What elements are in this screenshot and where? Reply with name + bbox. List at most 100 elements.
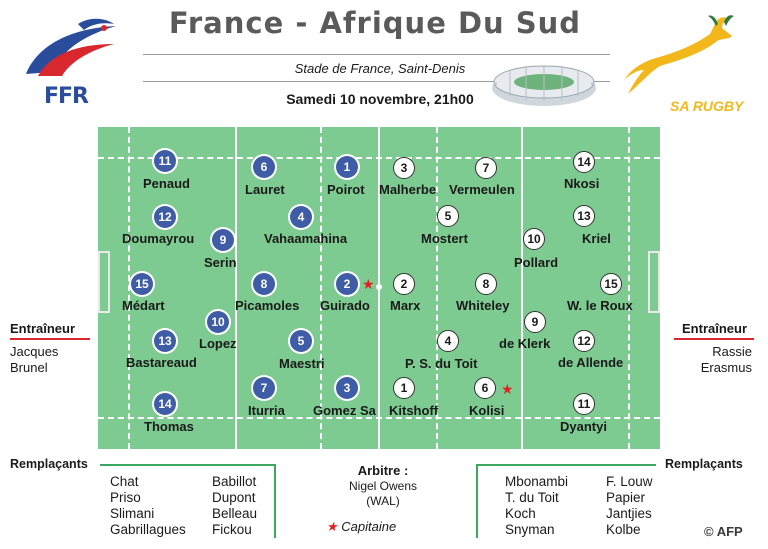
sa-coach-name: Rassie Erasmus — [700, 344, 752, 375]
pitch-line — [98, 157, 660, 159]
pitch-line — [128, 127, 130, 449]
sa-player-number: 11 — [573, 393, 595, 415]
france-subs-list: Chat Priso Slimani Gabrillagues — [110, 474, 186, 537]
france-player-number: 13 — [154, 330, 176, 352]
france-subs-label: Remplaçants — [10, 457, 88, 471]
pitch-line — [320, 127, 322, 449]
right-goal-post — [648, 251, 660, 313]
sa-player-number: 13 — [573, 205, 595, 227]
rugby-pitch — [98, 127, 660, 449]
pitch-line — [521, 127, 523, 449]
afp-credit: © AFP — [704, 524, 743, 539]
sa-player-name: Malherbe — [379, 182, 437, 197]
france-player-number: 11 — [154, 150, 176, 172]
france-player-number: 2 — [336, 273, 358, 295]
sa-player-name: Marx — [390, 298, 421, 313]
sa-player-number: 2 — [393, 273, 415, 295]
france-player-name: Picamoles — [235, 298, 300, 313]
sa-player-number: 5 — [437, 205, 459, 227]
france-player-name: Serin — [204, 255, 237, 270]
captain-star-icon: ★ — [326, 519, 338, 534]
sa-player-number: 3 — [393, 157, 415, 179]
sa-player-number: 14 — [573, 151, 595, 173]
france-player-number: 5 — [290, 330, 312, 352]
captain-star-icon: ★ — [362, 276, 375, 292]
sa-player-number: 8 — [475, 273, 497, 295]
france-player-name: Maestri — [279, 356, 325, 371]
sa-player-name: Whiteley — [456, 298, 510, 313]
sa-coach-label: Entraîneur — [682, 321, 748, 336]
france-player-name: Gomez Sa — [313, 403, 376, 418]
sa-subs-label: Remplaçants — [665, 457, 743, 471]
sa-player-name: P. S. du Toit — [405, 356, 478, 371]
sa-player-number: 10 — [523, 228, 545, 250]
france-player-number: 10 — [207, 311, 229, 333]
france-subs-list: Babillot Dupont Belleau Fickou — [212, 474, 258, 537]
referee-label: Arbitre : — [357, 463, 409, 478]
title-divider — [143, 54, 610, 55]
france-player-name: Lopez — [199, 336, 237, 351]
france-player-name: Vahaamahina — [264, 231, 348, 246]
sa-player-number: 12 — [573, 330, 595, 352]
sa-player-name: Kolisi — [469, 403, 505, 418]
france-player-number: 9 — [212, 229, 234, 251]
france-player-name: Bastareaud — [126, 355, 197, 370]
pitch-line — [235, 127, 237, 449]
sa-player-number: 6 — [474, 377, 496, 399]
france-player-number: 7 — [253, 377, 275, 399]
referee-block: Arbitre : Nigel Owens (WAL) — [310, 463, 456, 508]
sa-player-name: de Allende — [558, 355, 624, 370]
france-player-number: 15 — [131, 273, 153, 295]
france-coach-label: Entraîneur — [10, 321, 76, 336]
france-player-name: Thomas — [144, 419, 194, 434]
france-player-name: Guirado — [320, 298, 370, 313]
captain-legend: ★ Capitaine — [326, 519, 396, 535]
ffr-logo: FFR — [18, 14, 126, 110]
pitch-line — [628, 127, 630, 449]
sa-coach-divider — [674, 338, 754, 340]
france-player-name: Iturria — [248, 403, 285, 418]
france-player-number: 14 — [154, 393, 176, 415]
center-spot — [376, 284, 382, 290]
sa-player-name: W. le Roux — [567, 298, 633, 313]
referee-name: Nigel Owens — [348, 479, 418, 493]
venue-divider — [143, 81, 610, 82]
sa-player-name: Vermeulen — [449, 182, 515, 197]
sa-player-name: Mostert — [421, 231, 468, 246]
sa-subs-list: Mbonambi T. du Toit Koch Snyman — [505, 474, 569, 537]
sa-player-name: Kitshoff — [389, 403, 439, 418]
france-subs-bracket — [100, 464, 276, 538]
sa-player-number: 7 — [475, 157, 497, 179]
france-player-number: 4 — [290, 206, 312, 228]
sa-player-name: Kriel — [582, 231, 611, 246]
sa-player-number: 1 — [393, 377, 415, 399]
match-date: Samedi 10 novembre, 21h00 — [286, 91, 474, 107]
sa-player-name: de Klerk — [499, 336, 551, 351]
stadium-icon — [490, 58, 598, 108]
france-coach-name: Jacques Brunel — [10, 344, 59, 375]
france-coach-divider — [10, 338, 90, 340]
sa-player-name: Pollard — [514, 255, 559, 270]
france-player-number: 3 — [336, 377, 358, 399]
pitch-line — [98, 417, 660, 419]
sa-subs-list: F. Louw Papier Jantjies Kolbe — [606, 474, 653, 537]
sa-subs-bracket — [476, 464, 656, 538]
page-title: France - Afrique Du Sud — [168, 6, 582, 40]
france-player-name: Médart — [122, 298, 165, 313]
sa-player-name: Nkosi — [564, 176, 600, 191]
captain-star-icon: ★ — [501, 381, 514, 397]
sa-player-number: 15 — [600, 273, 622, 295]
france-player-number: 8 — [253, 273, 275, 295]
sa-rugby-logo-text: SA RUGBY — [670, 98, 744, 114]
ffr-logo-text: FFR — [44, 84, 89, 109]
sa-player-number: 4 — [437, 330, 459, 352]
left-goal-post — [98, 251, 110, 313]
referee-country: (WAL) — [366, 494, 400, 508]
sa-rugby-logo: SA RUGBY — [620, 14, 750, 114]
captain-legend-text: Capitaine — [341, 519, 397, 534]
pitch-line — [436, 127, 438, 449]
sa-player-name: Dyantyi — [560, 419, 607, 434]
france-player-number: 1 — [336, 156, 358, 178]
france-player-name: Penaud — [143, 176, 190, 191]
france-player-name: Doumayrou — [122, 231, 195, 246]
